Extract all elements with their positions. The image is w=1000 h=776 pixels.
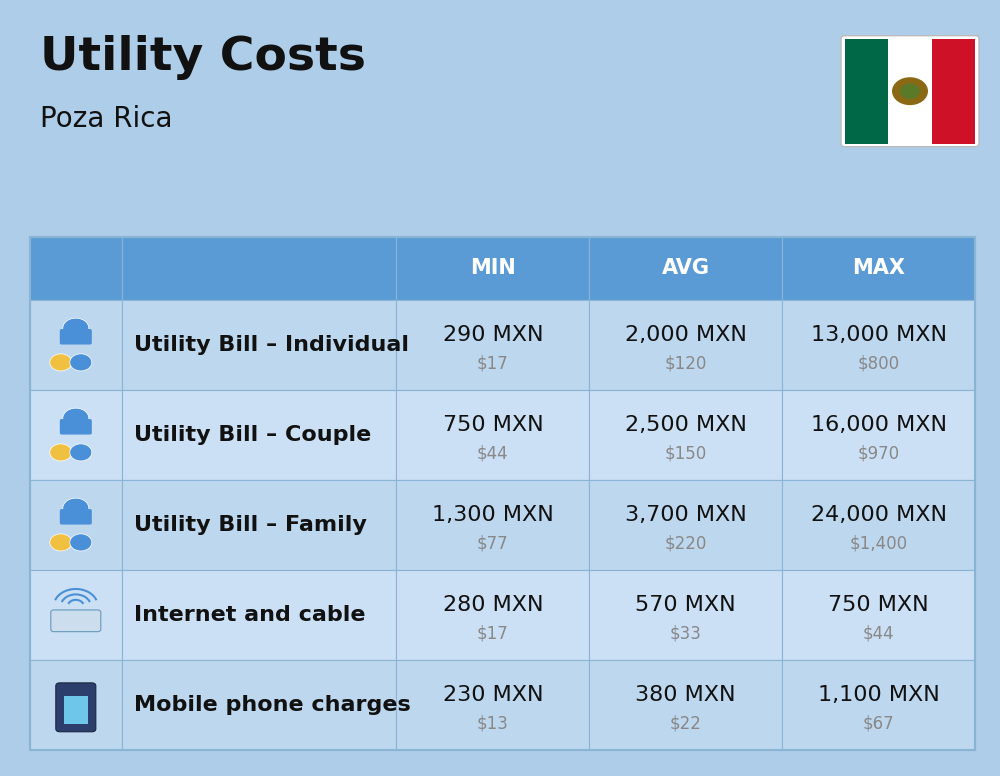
Text: AVG: AVG	[662, 258, 710, 279]
Bar	[396, 300, 589, 390]
Text: Internet and cable: Internet and cable	[134, 605, 365, 625]
Text: 2,500 MXN: 2,500 MXN	[625, 415, 747, 435]
Bar	[30, 237, 122, 300]
Circle shape	[50, 534, 72, 551]
Text: $17: $17	[477, 355, 509, 372]
Text: 750 MXN: 750 MXN	[828, 595, 929, 615]
Circle shape	[892, 78, 928, 106]
FancyBboxPatch shape	[60, 329, 92, 345]
Text: 2,000 MXN: 2,000 MXN	[625, 325, 747, 345]
FancyBboxPatch shape	[64, 696, 88, 724]
Circle shape	[63, 498, 89, 518]
Text: 280 MXN: 280 MXN	[443, 595, 543, 615]
Text: 24,000 MXN: 24,000 MXN	[811, 505, 947, 525]
Text: 570 MXN: 570 MXN	[635, 595, 736, 615]
Text: 13,000 MXN: 13,000 MXN	[811, 325, 947, 345]
Bar	[396, 570, 589, 660]
Bar	[782, 570, 975, 660]
Text: 1,100 MXN: 1,100 MXN	[818, 685, 939, 705]
Bar	[396, 237, 589, 300]
Text: $44: $44	[477, 445, 509, 462]
Bar	[589, 237, 782, 300]
Bar	[396, 390, 589, 480]
Bar	[396, 480, 589, 570]
Text: 750 MXN: 750 MXN	[443, 415, 543, 435]
Bar	[589, 480, 782, 570]
Text: 1,300 MXN: 1,300 MXN	[432, 505, 554, 525]
Circle shape	[900, 84, 920, 99]
Circle shape	[63, 408, 89, 428]
Bar	[396, 660, 589, 750]
Bar	[30, 660, 122, 750]
Bar	[30, 390, 122, 480]
Bar	[782, 660, 975, 750]
Text: 380 MXN: 380 MXN	[635, 685, 736, 705]
Text: $33: $33	[670, 625, 702, 643]
Text: $67: $67	[863, 715, 894, 733]
Bar	[30, 480, 122, 570]
Circle shape	[63, 318, 89, 338]
Text: Utility Bill – Family: Utility Bill – Family	[134, 515, 366, 535]
FancyBboxPatch shape	[56, 683, 96, 732]
Bar	[589, 570, 782, 660]
Text: 3,700 MXN: 3,700 MXN	[625, 505, 747, 525]
Bar	[122, 480, 396, 570]
Bar	[122, 660, 396, 750]
FancyBboxPatch shape	[841, 36, 979, 147]
Text: $120: $120	[665, 355, 707, 372]
Text: 16,000 MXN: 16,000 MXN	[811, 415, 947, 435]
Text: $970: $970	[858, 445, 900, 462]
Circle shape	[70, 534, 92, 551]
Bar	[845, 39, 888, 144]
Bar	[122, 570, 396, 660]
Text: Poza Rica: Poza Rica	[40, 105, 173, 133]
FancyBboxPatch shape	[60, 509, 92, 525]
Text: Utility Costs: Utility Costs	[40, 35, 366, 80]
Bar	[782, 480, 975, 570]
Circle shape	[70, 444, 92, 461]
Bar	[122, 237, 396, 300]
Text: Utility Bill – Couple: Utility Bill – Couple	[134, 425, 371, 445]
Bar	[589, 300, 782, 390]
Text: $44: $44	[863, 625, 894, 643]
Bar	[589, 660, 782, 750]
Text: $220: $220	[665, 535, 707, 553]
Circle shape	[70, 354, 92, 371]
Bar	[122, 300, 396, 390]
Text: $17: $17	[477, 625, 509, 643]
Text: MIN: MIN	[470, 258, 516, 279]
Bar	[782, 390, 975, 480]
Bar	[932, 39, 975, 144]
Text: Mobile phone charges: Mobile phone charges	[134, 695, 410, 715]
Text: $1,400: $1,400	[850, 535, 908, 553]
FancyBboxPatch shape	[51, 610, 101, 632]
Bar	[589, 390, 782, 480]
Bar	[888, 39, 932, 144]
Text: Utility Bill – Individual: Utility Bill – Individual	[134, 335, 409, 355]
Text: 290 MXN: 290 MXN	[443, 325, 543, 345]
Bar	[782, 237, 975, 300]
Text: $800: $800	[858, 355, 900, 372]
Text: $77: $77	[477, 535, 509, 553]
Bar	[30, 300, 122, 390]
Text: $13: $13	[477, 715, 509, 733]
Bar	[122, 390, 396, 480]
Circle shape	[50, 444, 72, 461]
Circle shape	[50, 354, 72, 371]
Text: $22: $22	[670, 715, 702, 733]
Text: 230 MXN: 230 MXN	[443, 685, 543, 705]
Text: $150: $150	[665, 445, 707, 462]
FancyBboxPatch shape	[60, 419, 92, 435]
Bar	[30, 570, 122, 660]
Text: MAX: MAX	[852, 258, 905, 279]
Bar	[30, 237, 975, 750]
Bar	[782, 300, 975, 390]
